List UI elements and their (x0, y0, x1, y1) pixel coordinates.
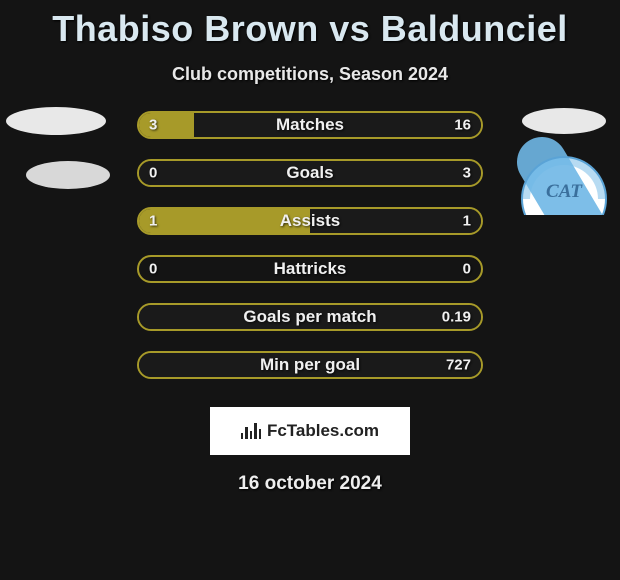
stat-value-player2: 1 (463, 213, 471, 230)
player2-placeholder-icon: CAT (504, 105, 614, 215)
stat-row: 0Hattricks0 (137, 255, 483, 283)
stat-row: 3Matches16 (137, 111, 483, 139)
stat-row: 0Goals3 (137, 159, 483, 187)
infographic-date: 16 october 2024 (0, 473, 620, 495)
stat-label: Matches (139, 115, 481, 135)
fctables-badge: FcTables.com (210, 407, 410, 455)
player2-badge: CAT (504, 105, 614, 215)
stat-value-player2: 0 (463, 261, 471, 278)
subtitle: Club competitions, Season 2024 (0, 64, 620, 85)
stat-label: Goals (139, 163, 481, 183)
stat-label: Assists (139, 211, 481, 231)
stat-bars-container: 3Matches160Goals31Assists10Hattricks0Goa… (137, 111, 483, 379)
stat-value-player2: 16 (454, 117, 471, 134)
svg-text:CAT: CAT (546, 181, 583, 202)
stat-label: Hattricks (139, 259, 481, 279)
stat-label: Min per goal (139, 355, 481, 375)
stat-value-player2: 3 (463, 165, 471, 182)
player1-badge (6, 105, 116, 215)
player1-placeholder-icon (6, 105, 116, 215)
page-title: Thabiso Brown vs Baldunciel (0, 0, 620, 50)
stat-label: Goals per match (139, 307, 481, 327)
stat-row: Min per goal727 (137, 351, 483, 379)
stat-value-player2: 0.19 (442, 309, 471, 326)
fctables-text: FcTables.com (267, 421, 379, 441)
stat-row: 1Assists1 (137, 207, 483, 235)
stat-value-player2: 727 (446, 357, 471, 374)
stats-area: CAT 3Matches160Goals31Assists10Hattricks… (0, 111, 620, 379)
chart-icon (241, 423, 261, 439)
stat-row: Goals per match0.19 (137, 303, 483, 331)
